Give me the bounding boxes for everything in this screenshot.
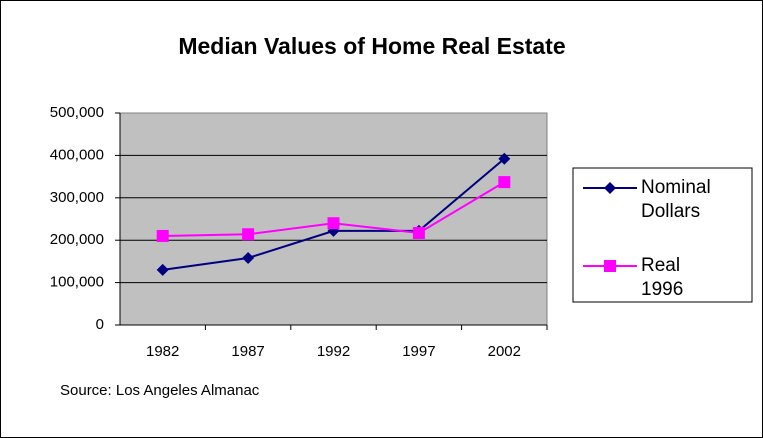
- marker-square: [604, 260, 616, 272]
- x-tick-label: 2002: [488, 343, 521, 360]
- y-tick-label: 100,000: [50, 274, 104, 291]
- marker-diamond: [604, 182, 616, 194]
- legend-label-line: 1996: [641, 279, 683, 300]
- x-tick-label: 1987: [231, 343, 264, 360]
- legend-label-line: Nominal: [641, 177, 711, 198]
- x-tick-label: 1997: [402, 343, 435, 360]
- marker-square: [156, 229, 169, 242]
- x-tick-label: 1982: [146, 343, 179, 360]
- marker-square: [498, 176, 511, 189]
- y-tick-label: 0: [96, 316, 104, 333]
- legend-label-line: Real: [641, 255, 680, 276]
- marker-square: [327, 217, 340, 230]
- marker-square: [412, 226, 425, 239]
- legend-label: Nominal Dollars: [641, 177, 711, 222]
- source-note: Source: Los Angeles Almanac: [60, 382, 260, 399]
- legend-label: Real 1996: [641, 255, 683, 300]
- marker-diamond: [498, 152, 511, 165]
- x-tick-label: 1992: [317, 343, 350, 360]
- y-tick-label: 200,000: [50, 231, 104, 248]
- chart-title: Median Values of Home Real Estate: [178, 33, 565, 59]
- legend-label-line: Dollars: [641, 201, 700, 222]
- marker-diamond: [242, 252, 255, 265]
- y-tick-label: 500,000: [50, 104, 104, 121]
- y-tick-label: 300,000: [50, 189, 104, 206]
- marker-square: [242, 228, 255, 241]
- legend-box: [572, 167, 753, 303]
- y-tick-label: 400,000: [50, 146, 104, 163]
- marker-diamond: [156, 263, 169, 276]
